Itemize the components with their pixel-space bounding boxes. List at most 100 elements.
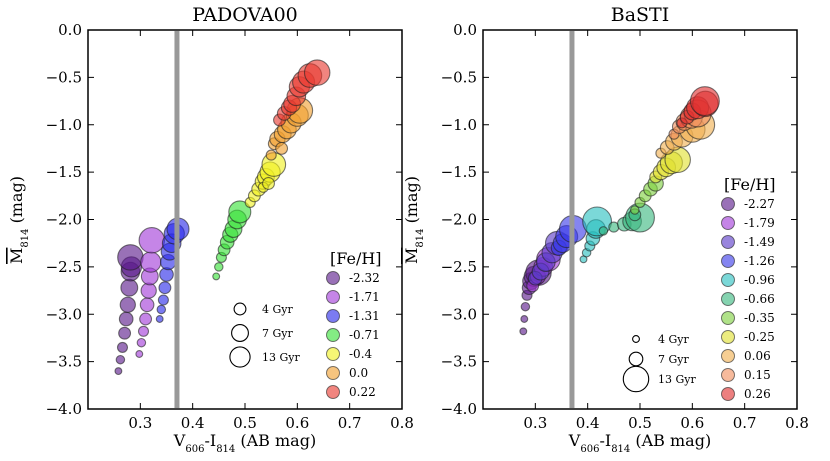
legend-swatch — [721, 330, 735, 344]
size-swatch — [233, 302, 247, 316]
legend-label: -2.27 — [744, 197, 775, 211]
data-point — [114, 367, 123, 376]
data-point — [228, 200, 252, 224]
legend-item: -1.71 — [326, 290, 380, 304]
y-tick-label: −3.0 — [46, 305, 82, 323]
y-tick-label: −0.5 — [46, 68, 82, 86]
y-tick-label: 0.0 — [453, 21, 477, 39]
data-point — [115, 354, 126, 365]
data-point — [265, 149, 277, 161]
legend-swatch — [721, 368, 735, 382]
legend-label: -0.25 — [744, 330, 775, 344]
x-tick-label: 0.5 — [628, 414, 652, 432]
size-legend-item: 4 Gyr — [632, 333, 689, 346]
legend-item: -1.31 — [326, 309, 380, 323]
data-point — [630, 205, 640, 215]
y-tick-label: −3.5 — [441, 353, 477, 371]
x-axis: 0.3 0.4 0.5 0.6 0.7 0.8 — [128, 30, 414, 432]
size-swatch — [632, 335, 640, 343]
legend-label: 0.06 — [744, 349, 771, 363]
size-legend-item: 13 Gyr — [229, 346, 300, 368]
legend-item: -2.27 — [721, 197, 775, 211]
size-swatch — [229, 346, 251, 368]
y-tick-label: −1.0 — [46, 116, 82, 134]
legend-swatch — [326, 385, 340, 399]
legend-item: -0.35 — [721, 311, 775, 325]
data-point — [214, 262, 224, 272]
legend-swatch — [721, 216, 735, 230]
size-legend-item: 7 Gyr — [628, 351, 689, 367]
legend-item: -1.79 — [721, 216, 775, 230]
data-point — [212, 272, 221, 281]
data-point — [140, 251, 162, 273]
data-point — [158, 281, 172, 295]
x-tick-label: 0.5 — [233, 414, 257, 432]
legend-item: 0.06 — [721, 349, 771, 363]
data-point — [139, 312, 153, 326]
legend-swatch — [326, 366, 340, 380]
size-swatch — [622, 365, 650, 393]
data-points — [519, 86, 720, 336]
legend-swatch — [326, 290, 340, 304]
y-tick-label: −2.0 — [441, 211, 477, 229]
y-axis-label: M814 (mag) — [402, 176, 426, 264]
legend-item: -0.4 — [326, 347, 373, 361]
data-point — [117, 244, 144, 271]
size-legend-label: 7 Gyr — [262, 327, 293, 340]
chart-title: PADOVA00 — [192, 4, 298, 26]
legend-swatch — [721, 349, 735, 363]
series--0.25 — [649, 146, 691, 184]
y-tick-label: −1.0 — [441, 116, 477, 134]
legend-item: -2.32 — [326, 271, 380, 285]
y-tick-label: −3.5 — [46, 353, 82, 371]
y-tick-label: −0.5 — [441, 68, 477, 86]
legend-swatch — [721, 254, 735, 268]
legend-swatch — [326, 309, 340, 323]
y-tick-label: 0.0 — [58, 21, 82, 39]
data-point — [118, 326, 132, 340]
data-point — [155, 315, 164, 323]
y-tick-label: −4.0 — [441, 400, 477, 418]
data-point — [118, 311, 134, 327]
legend-item: -0.71 — [326, 328, 380, 342]
legend-label: -0.96 — [744, 273, 775, 287]
data-points — [114, 59, 331, 376]
size-legend: 4 Gyr 7 Gyr 13 Gyr — [229, 302, 300, 368]
legend-item: -0.66 — [721, 292, 775, 306]
data-point — [135, 350, 144, 358]
legend-item: -1.26 — [721, 254, 775, 268]
legend: [Fe/H] -2.32 -1.71 -1.31 -0.71 -0.4 0.0 0.22 — [326, 249, 382, 399]
x-tick-label: 0.4 — [576, 414, 600, 432]
legend-label: 0.22 — [349, 385, 376, 399]
legend-swatch — [326, 271, 340, 285]
series--2.32 — [114, 244, 144, 376]
y-tick-label: −2.0 — [46, 211, 82, 229]
data-point — [138, 227, 166, 254]
legend-item: -0.96 — [721, 273, 775, 287]
legend-swatch — [721, 235, 735, 249]
size-legend-label: 4 Gyr — [262, 303, 293, 316]
size-legend-label: 7 Gyr — [658, 353, 689, 366]
x-tick-label: 0.4 — [181, 414, 205, 432]
series--0.4 — [244, 152, 287, 208]
legend-item: -1.49 — [721, 235, 775, 249]
chart-title: BaSTI — [611, 4, 669, 26]
x-tick-label: 0.3 — [523, 414, 547, 432]
x-tick-label: 0.6 — [285, 414, 309, 432]
data-point — [598, 226, 609, 236]
legend: [Fe/H] -2.27 -1.79 -1.49 -1.26 -0.96 -0.66 -0.3… — [721, 175, 776, 401]
panel-padova: PADOVA00 0.3 0.4 0.5 0.6 0.7 0.8 0.0 −0.5 −1.0 −… — [7, 4, 414, 455]
data-point — [520, 301, 531, 312]
series--1.26 — [550, 214, 588, 257]
data-point — [689, 86, 720, 117]
y-tick-label: −3.0 — [441, 305, 477, 323]
series--1.71 — [135, 227, 166, 358]
data-point — [119, 296, 136, 313]
size-swatch — [231, 324, 249, 342]
data-point — [262, 177, 275, 190]
size-legend-label: 4 Gyr — [658, 333, 689, 346]
data-point — [275, 141, 289, 155]
x-tick-label: 0.3 — [128, 414, 152, 432]
size-legend-item: 7 Gyr — [231, 324, 293, 342]
legend-item: 0.26 — [721, 387, 771, 401]
